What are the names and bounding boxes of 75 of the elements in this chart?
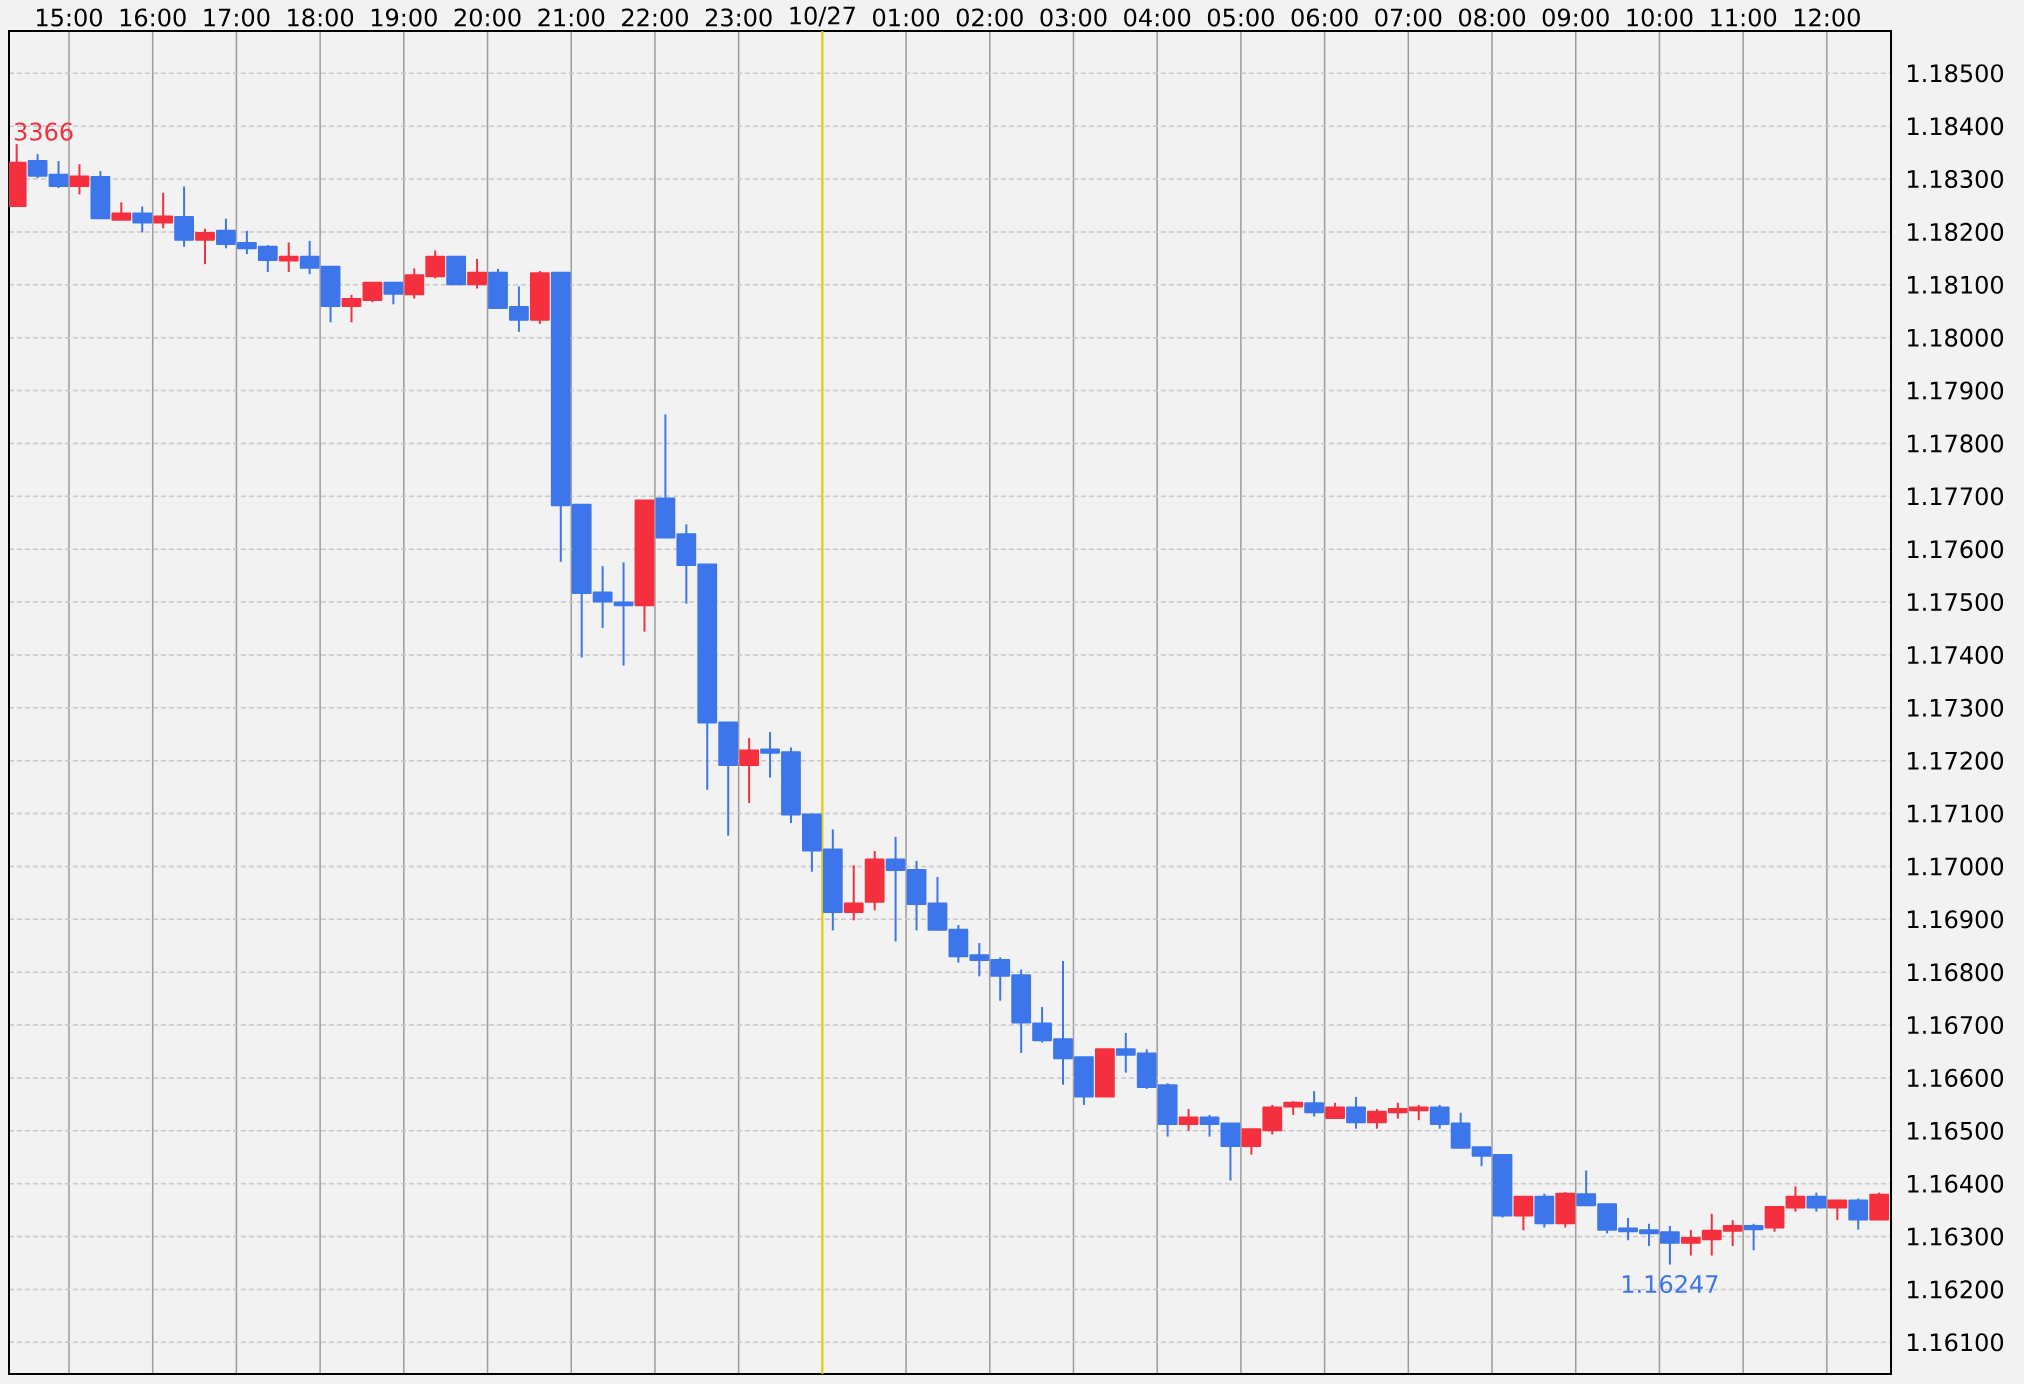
annotation: 3366 bbox=[14, 122, 73, 141]
candlestick bbox=[48, 160, 69, 190]
candlestick bbox=[341, 293, 362, 324]
x-tick-label: 10/27 bbox=[790, 6, 855, 27]
y-tick-label: 1.17600 bbox=[1908, 540, 2004, 559]
y-tick-label: 1.16400 bbox=[1908, 1174, 2004, 1193]
y-tick-label: 1.18400 bbox=[1908, 117, 2004, 136]
x-tick-label: 03:00 bbox=[1040, 8, 1107, 27]
x-tick-label: 05:00 bbox=[1207, 8, 1274, 27]
candlestick bbox=[383, 281, 404, 306]
x-tick-label: 21:00 bbox=[538, 8, 605, 27]
y-tick-label: 1.18200 bbox=[1908, 222, 2004, 241]
y-tick-label: 1.17400 bbox=[1908, 645, 2004, 664]
candlestick bbox=[1848, 1197, 1869, 1231]
x-tick-label: 07:00 bbox=[1375, 8, 1442, 27]
y-tick-label: 1.18100 bbox=[1908, 275, 2004, 294]
y-tick-label: 1.16800 bbox=[1908, 963, 2004, 982]
candlestick bbox=[1785, 1185, 1806, 1213]
annotation: 1.16247 bbox=[1622, 1274, 1718, 1294]
candlestick bbox=[1304, 1090, 1325, 1118]
candlestick bbox=[27, 153, 48, 179]
x-tick-label: 19:00 bbox=[371, 8, 437, 27]
y-tick-label: 1.17100 bbox=[1908, 804, 2004, 823]
y-tick-label: 1.16100 bbox=[1908, 1333, 2004, 1352]
x-tick-label: 17:00 bbox=[204, 8, 270, 27]
candlestick bbox=[1178, 1108, 1199, 1132]
candlestick bbox=[739, 736, 760, 804]
candlestick bbox=[195, 227, 215, 266]
x-tick-label: 02:00 bbox=[956, 8, 1023, 27]
y-tick-label: 1.17800 bbox=[1908, 434, 2004, 453]
candlestick bbox=[1827, 1199, 1848, 1222]
y-tick-label: 1.18300 bbox=[1908, 169, 2004, 189]
candlestick bbox=[362, 281, 383, 304]
candlestick bbox=[1220, 1122, 1241, 1182]
candlestick bbox=[467, 257, 487, 290]
x-tick-label: 15:00 bbox=[37, 8, 102, 27]
candlestick bbox=[1346, 1095, 1366, 1130]
x-tick-label: 04:00 bbox=[1124, 8, 1191, 27]
x-tick-label: 08:00 bbox=[1459, 8, 1526, 27]
y-tick-label: 1.18000 bbox=[1908, 328, 2004, 347]
y-tick-label: 1.16300 bbox=[1908, 1227, 2004, 1246]
x-tick-label: 01:00 bbox=[873, 8, 940, 27]
candlestick bbox=[153, 191, 174, 230]
candlestick bbox=[1743, 1222, 1764, 1252]
y-tick-label: 1.16700 bbox=[1908, 1015, 2004, 1035]
candlestick bbox=[1806, 1191, 1827, 1213]
candlestick bbox=[1513, 1195, 1534, 1232]
candlestick bbox=[1199, 1113, 1220, 1138]
y-tick-label: 1.16500 bbox=[1908, 1121, 2004, 1140]
y-tick-label: 1.16200 bbox=[1908, 1280, 2004, 1299]
y-tick-label: 1.16900 bbox=[1908, 910, 2004, 929]
x-tick-label: 20:00 bbox=[454, 8, 521, 27]
y-tick-label: 1.17900 bbox=[1908, 381, 2004, 400]
y-tick-label: 1.17000 bbox=[1908, 857, 2004, 876]
x-tick-label: 10:00 bbox=[1627, 8, 1693, 27]
y-tick-label: 1.17700 bbox=[1908, 487, 2004, 506]
x-tick-label: 09:00 bbox=[1542, 8, 1609, 27]
x-tick-label: 11:00 bbox=[1711, 8, 1777, 27]
candlestick bbox=[174, 185, 194, 248]
x-tick-label: 23:00 bbox=[705, 8, 772, 27]
y-tick-label: 1.17200 bbox=[1908, 751, 2004, 770]
x-tick-label: 16:00 bbox=[120, 8, 186, 27]
y-tick-label: 1.17500 bbox=[1908, 592, 2004, 612]
candlestick bbox=[278, 241, 299, 274]
x-tick-label: 12:00 bbox=[1794, 8, 1860, 27]
candlestick bbox=[843, 864, 864, 922]
candlestick bbox=[132, 205, 153, 234]
y-tick-label: 1.16600 bbox=[1908, 1068, 2004, 1087]
candlestick bbox=[69, 163, 90, 196]
y-tick-label: 1.18500 bbox=[1908, 64, 2004, 83]
x-tick-label: 06:00 bbox=[1291, 8, 1358, 27]
candlestick bbox=[1764, 1205, 1785, 1233]
x-tick-label: 22:00 bbox=[622, 8, 688, 27]
y-tick-label: 1.17300 bbox=[1908, 698, 2004, 717]
x-tick-label: 18:00 bbox=[288, 8, 354, 27]
